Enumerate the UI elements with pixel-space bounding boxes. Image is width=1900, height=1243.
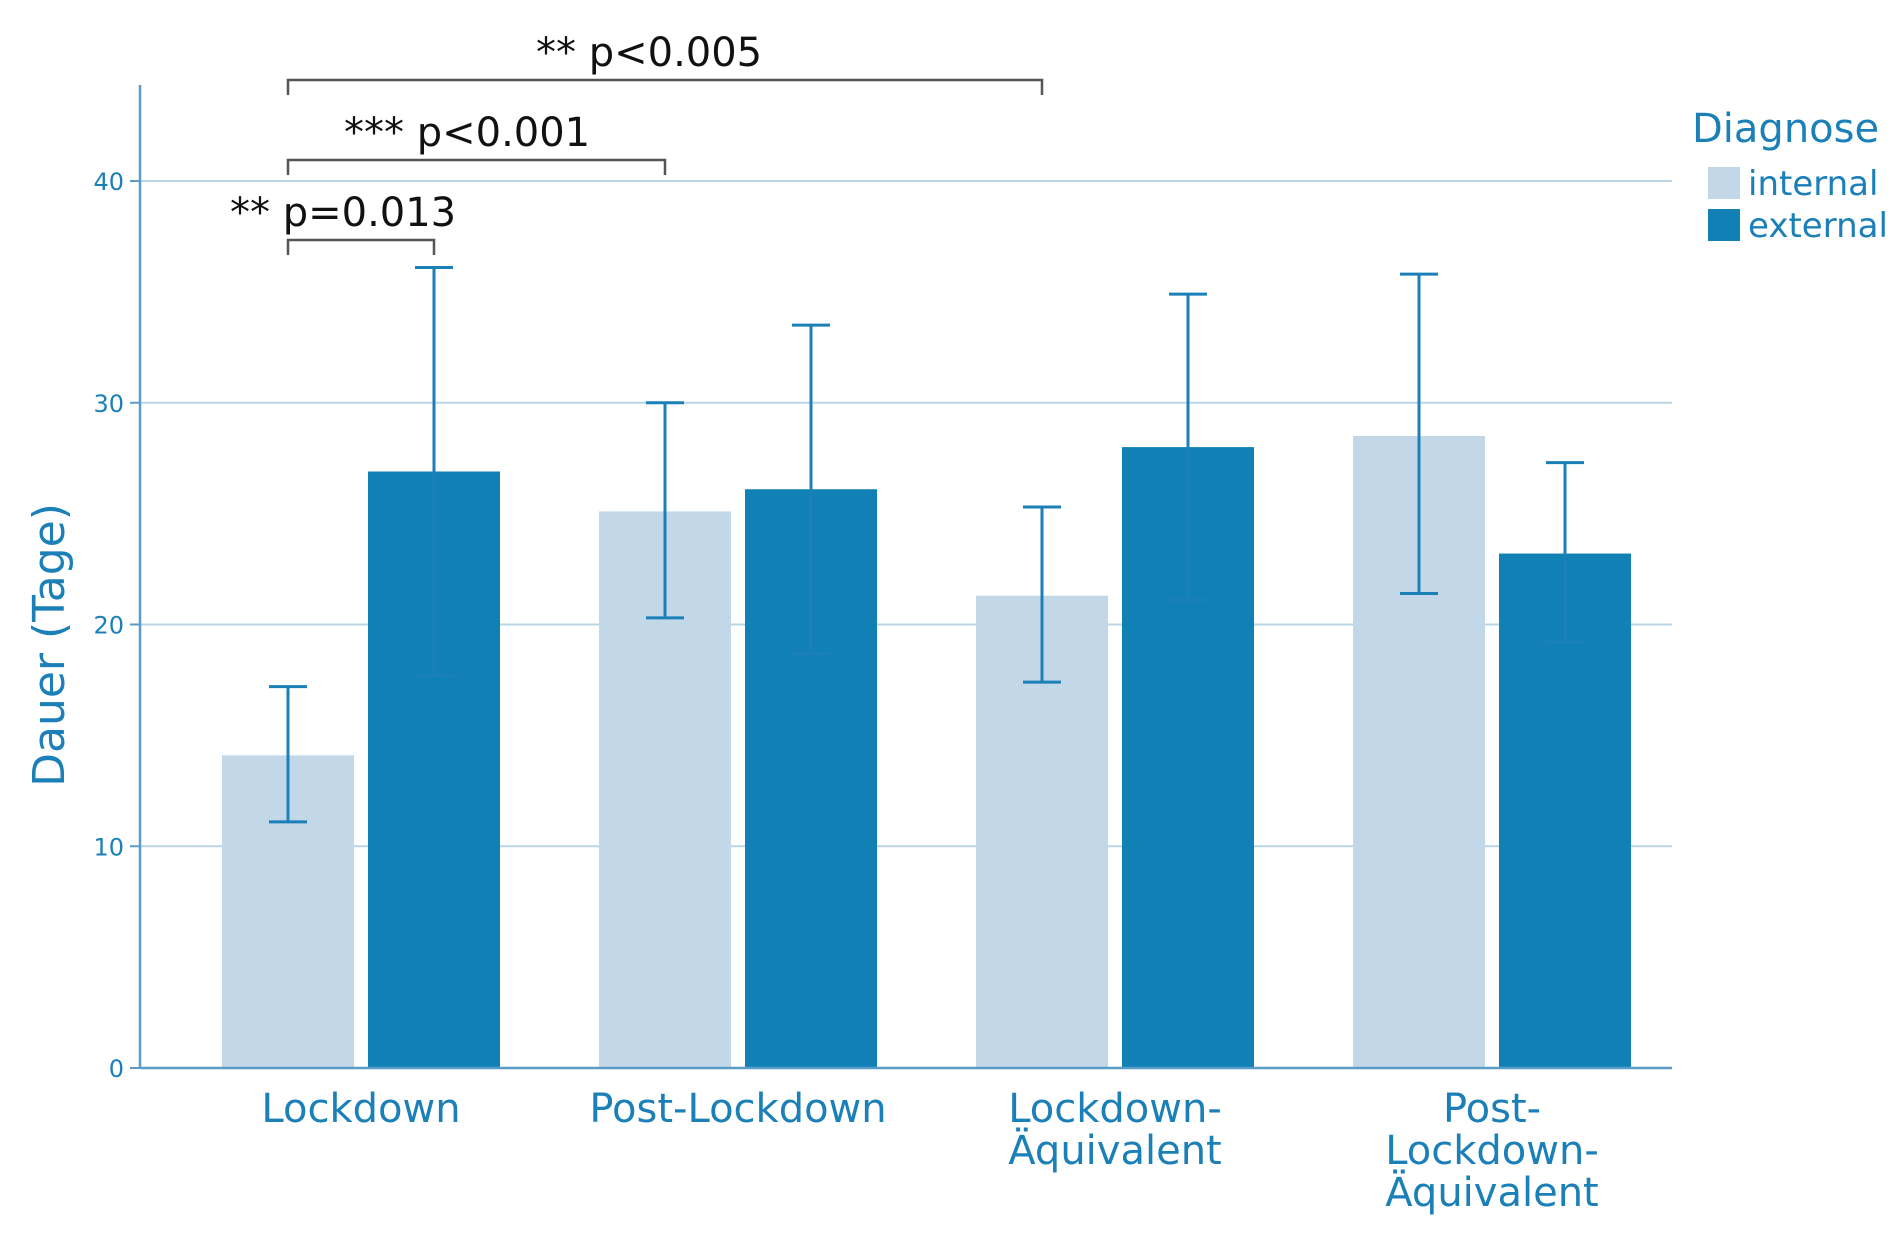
y-tick-label: 30 bbox=[93, 390, 124, 418]
significance-brackets: ** p=0.013 *** p<0.001 ** p<0.005 bbox=[230, 30, 1044, 255]
y-tick-label: 20 bbox=[93, 612, 124, 640]
x-category-label: Post-Lockdown bbox=[589, 1086, 886, 1132]
category-labels: Lockdown Post-Lockdown Lockdown-Äquivalent… bbox=[261, 1086, 1598, 1216]
y-axis-label: Dauer (Tage) bbox=[24, 503, 75, 787]
error-bars bbox=[269, 265, 1584, 824]
y-tick-labels: 0 10 20 30 40 bbox=[93, 168, 124, 1083]
legend-swatch-external bbox=[1708, 209, 1740, 241]
legend-label-external: external bbox=[1748, 206, 1888, 246]
legend-swatch-internal bbox=[1708, 167, 1740, 199]
y-tick-label: 10 bbox=[93, 833, 124, 861]
x-category-label-line: Äquivalent bbox=[1385, 1168, 1598, 1216]
significance-label: *** p<0.001 bbox=[344, 110, 590, 156]
x-category-label-line: Post-Lockdown bbox=[589, 1086, 886, 1132]
y-tick-label: 40 bbox=[93, 168, 124, 196]
x-category-label-line: Äquivalent bbox=[1008, 1126, 1221, 1174]
legend-label-internal: internal bbox=[1748, 164, 1878, 204]
x-category-label-line: Post- bbox=[1443, 1086, 1541, 1132]
significance-bracket bbox=[286, 158, 667, 175]
x-category-label: Lockdown-Äquivalent bbox=[1008, 1086, 1222, 1174]
significance-label: ** p=0.013 bbox=[230, 190, 456, 236]
x-category-label: Post-Lockdown-Äquivalent bbox=[1385, 1086, 1599, 1216]
legend-title: Diagnose bbox=[1692, 106, 1879, 152]
x-category-label-line: Lockdown bbox=[261, 1086, 460, 1132]
x-category-label: Lockdown bbox=[261, 1086, 460, 1132]
y-tick-label: 0 bbox=[109, 1055, 124, 1083]
axes bbox=[130, 85, 1672, 1070]
x-category-label-line: Lockdown- bbox=[1385, 1128, 1599, 1174]
significance-bracket bbox=[286, 78, 1044, 95]
x-category-label-line: Lockdown- bbox=[1008, 1086, 1222, 1132]
significance-bracket bbox=[286, 238, 436, 255]
significance-label: ** p<0.005 bbox=[536, 30, 762, 76]
